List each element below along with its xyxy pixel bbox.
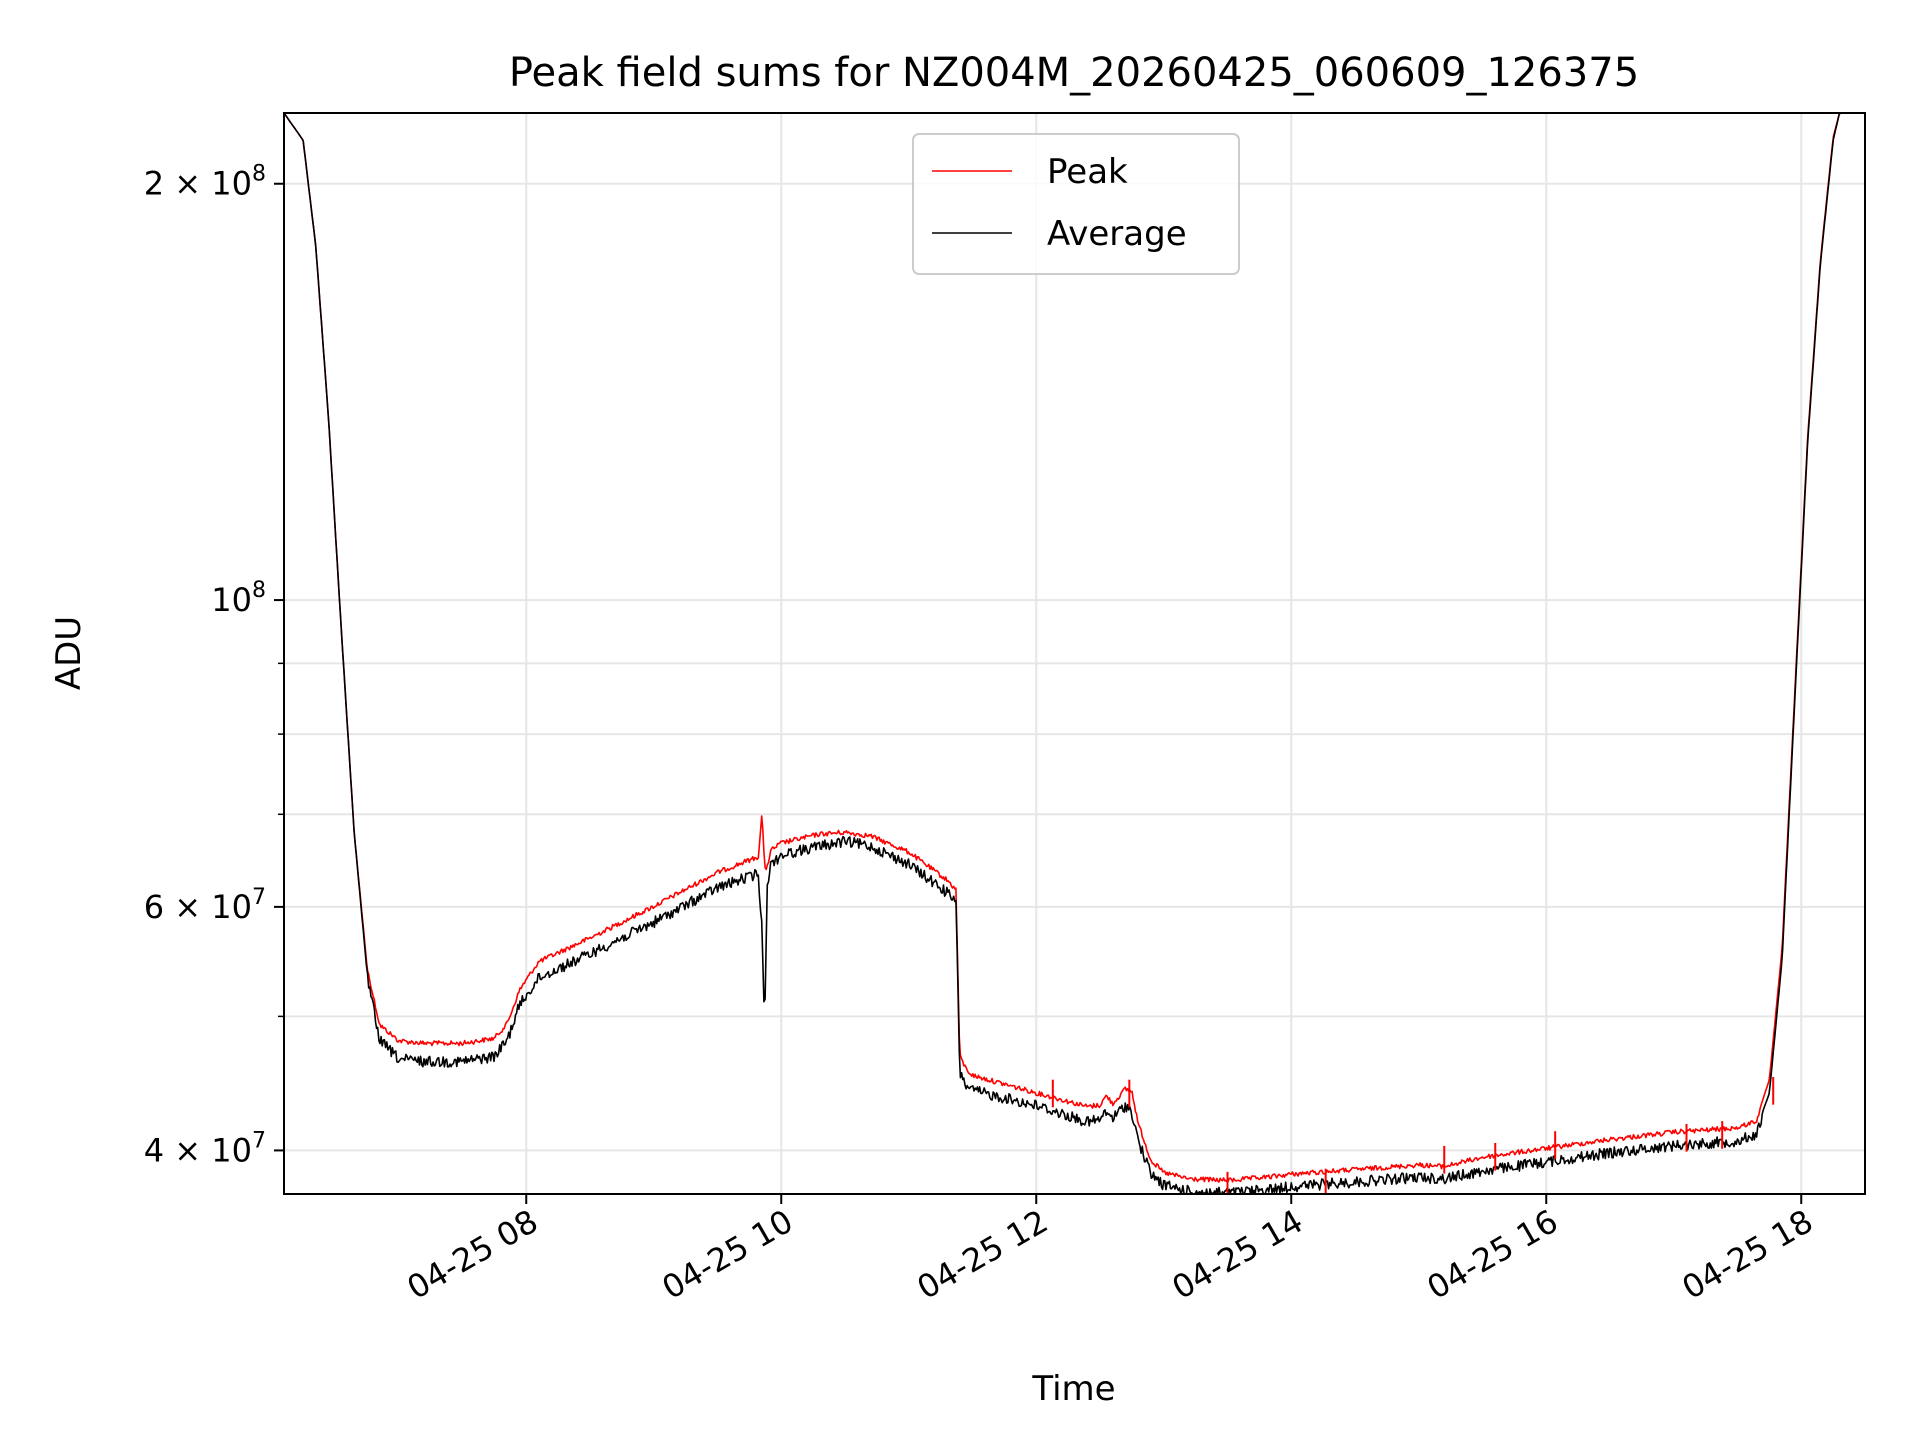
series-line-peak — [284, 113, 1865, 1183]
y-tick-label: 6 × 107 — [144, 885, 266, 926]
y-tick-label-exponent: 8 — [252, 578, 266, 603]
legend-label-average: Average — [1047, 214, 1187, 254]
legend: Peak Average — [912, 133, 1240, 275]
legend-label-peak: Peak — [1047, 152, 1128, 192]
plot-frame — [283, 112, 1866, 1195]
y-tick-label: 108 — [211, 578, 266, 619]
y-tick-label-base: 4 × 10 — [144, 1131, 252, 1169]
y-tick-label: 4 × 107 — [144, 1128, 266, 1169]
x-axis-label: Time — [1031, 1369, 1115, 1409]
y-tick-label-exponent: 7 — [252, 1128, 266, 1153]
y-tick-label-base: 10 — [211, 581, 252, 619]
y-axis-label: ADU — [49, 616, 89, 690]
y-tick-label-base: 2 × 10 — [144, 165, 252, 203]
legend-box — [912, 133, 1240, 275]
y-tick-label-base: 6 × 10 — [144, 888, 252, 926]
y-tick-label-exponent: 7 — [252, 885, 266, 910]
series-layer — [284, 113, 1865, 1194]
y-tick-label-exponent: 8 — [252, 162, 266, 187]
series-line-average — [284, 113, 1865, 1194]
y-tick-label: 2 × 108 — [144, 162, 266, 203]
chart-title: Peak field sums for NZ004M_20260425_0606… — [509, 50, 1639, 96]
